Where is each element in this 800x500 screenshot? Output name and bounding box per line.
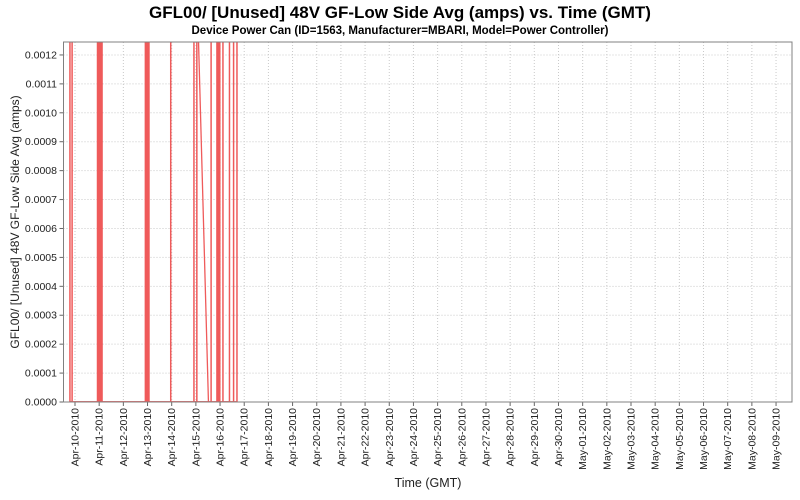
y-tick-label: 0.0011 — [26, 78, 57, 90]
series-band — [216, 42, 221, 402]
x-tick-label: Apr-20-2010 — [311, 408, 323, 467]
x-tick-label: Apr-12-2010 — [118, 408, 130, 467]
y-tick-label: 0.0012 — [25, 49, 57, 61]
y-tick-label: 0.0006 — [25, 223, 57, 235]
series-band — [96, 42, 103, 402]
x-tick-label: Apr-27-2010 — [480, 408, 492, 467]
x-tick-label: Apr-19-2010 — [287, 408, 299, 467]
y-tick-label: 0.0003 — [25, 310, 57, 322]
series-band — [144, 42, 150, 402]
x-tick-label: Apr-17-2010 — [239, 408, 251, 467]
x-tick-label: Apr-25-2010 — [432, 408, 444, 467]
x-tick-label: May-06-2010 — [698, 408, 710, 470]
y-tick-label: 0.0005 — [25, 252, 57, 264]
x-tick-label: Apr-28-2010 — [505, 408, 517, 467]
plot-border — [63, 41, 793, 403]
y-tick-label: 0.0007 — [25, 194, 57, 206]
x-tick-label: Apr-21-2010 — [335, 408, 347, 467]
x-tick-label: Apr-23-2010 — [384, 408, 396, 467]
x-tick-label: May-01-2010 — [577, 408, 589, 470]
y-tick-label: 0.0004 — [25, 281, 57, 293]
x-tick-label: Apr-13-2010 — [142, 408, 154, 467]
x-tick-label: Apr-16-2010 — [215, 408, 227, 467]
x-tick-label: Apr-29-2010 — [529, 408, 541, 467]
x-tick-label: May-02-2010 — [601, 408, 613, 470]
x-tick-label: Apr-26-2010 — [456, 408, 468, 467]
x-tick-label: Apr-11-2010 — [94, 408, 106, 466]
x-tick-label: Apr-22-2010 — [360, 408, 372, 467]
x-tick-label: May-08-2010 — [746, 408, 758, 470]
x-tick-label: May-04-2010 — [650, 408, 662, 470]
y-tick-label: 0.0010 — [25, 107, 57, 119]
y-tick-label: 0.0002 — [25, 339, 57, 351]
x-tick-label: May-07-2010 — [722, 408, 734, 470]
x-tick-label: Apr-15-2010 — [190, 408, 202, 467]
x-tick-label: May-03-2010 — [626, 408, 638, 470]
x-tick-label: Apr-24-2010 — [408, 408, 420, 467]
x-tick-label: May-05-2010 — [674, 408, 686, 470]
chart-title: GFL00/ [Unused] 48V GF-Low Side Avg (amp… — [149, 3, 651, 22]
chart-subtitle: Device Power Can (ID=1563, Manufacturer=… — [191, 25, 609, 37]
y-tick-label: 0.0008 — [25, 165, 57, 177]
y-tick-label: 0.0001 — [25, 368, 57, 380]
x-axis-label: Time (GMT) — [394, 476, 462, 490]
series-ramp — [197, 41, 210, 403]
x-tick-label: May-09-2010 — [771, 408, 783, 470]
y-tick-label: 0.0000 — [25, 397, 57, 409]
y-tick-label: 0.0009 — [25, 136, 57, 148]
x-tick-label: Apr-10-2010 — [70, 408, 82, 467]
y-axis-label: GFL00/ [Unused] 48V GF-Low Side Avg (amp… — [8, 95, 22, 349]
x-tick-label: Apr-30-2010 — [553, 408, 565, 467]
x-tick-label: Apr-14-2010 — [166, 408, 178, 467]
x-tick-label: Apr-18-2010 — [263, 408, 275, 467]
